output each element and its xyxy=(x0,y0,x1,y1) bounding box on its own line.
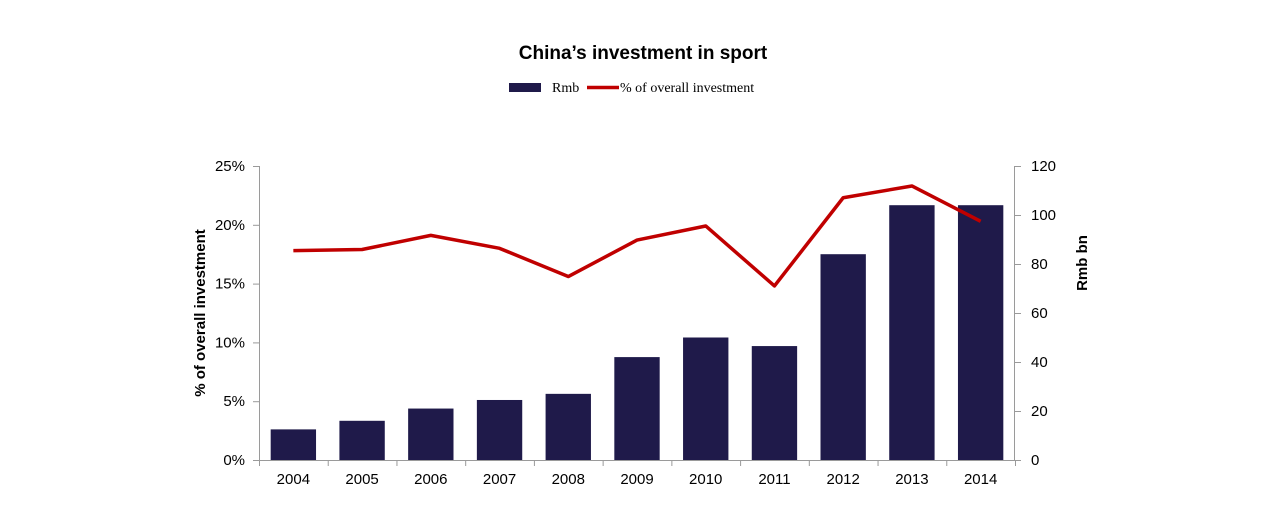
bar-2010 xyxy=(683,337,729,460)
x-tick-label-2014: 2014 xyxy=(964,471,997,488)
legend: Rmb % of overall investment xyxy=(509,81,754,96)
left-tick-label: 15% xyxy=(215,276,245,293)
left-tick-label: 5% xyxy=(223,393,245,410)
right-axis-ticks: 0 20 40 60 80 100 120 xyxy=(1015,158,1056,469)
right-axis-title: Rmb bn xyxy=(1074,235,1091,291)
x-tick-label-2004: 2004 xyxy=(277,471,310,488)
bar-2012 xyxy=(820,254,866,460)
bar-2011 xyxy=(751,346,798,460)
left-tick-label: 25% xyxy=(215,158,245,175)
x-tick-label-2010: 2010 xyxy=(689,471,722,488)
axes xyxy=(259,166,1015,461)
bar-2007 xyxy=(476,399,523,460)
x-axis-ticks: 2004 2005 2006 2007 2008 2009 2010 2011 2012 2013… xyxy=(259,460,1016,488)
bar-2006 xyxy=(408,408,454,460)
x-tick-label-2009: 2009 xyxy=(620,471,653,488)
right-tick-label: 60 xyxy=(1031,305,1048,322)
x-tick-label-2012: 2012 xyxy=(826,471,859,488)
bar-2008 xyxy=(545,393,591,460)
bar-series-rmb xyxy=(270,205,1004,461)
x-tick-label-2008: 2008 xyxy=(552,471,585,488)
right-tick-label: 0 xyxy=(1031,452,1039,469)
left-tick-label: 0% xyxy=(223,452,245,469)
right-tick-label: 40 xyxy=(1031,354,1048,371)
bar-2005 xyxy=(339,420,385,460)
x-tick-label-2006: 2006 xyxy=(414,471,447,488)
bar-2013 xyxy=(889,205,935,460)
x-tick-label-2011: 2011 xyxy=(758,471,790,488)
x-tick-label-2013: 2013 xyxy=(895,471,928,488)
line-percent xyxy=(293,184,982,288)
left-tick-label: 20% xyxy=(215,217,245,234)
right-tick-label: 120 xyxy=(1031,158,1056,175)
legend-swatch-rmb xyxy=(509,83,541,92)
left-axis-ticks: 0% 5% 10% 15% 20% 25% xyxy=(215,158,259,469)
left-axis-title: % of overall investment xyxy=(192,229,209,397)
right-tick-label: 20 xyxy=(1031,403,1048,420)
chart-title: China’s investment in sport xyxy=(519,43,768,64)
x-tick-label-2005: 2005 xyxy=(345,471,378,488)
line-series-percent xyxy=(293,184,982,288)
bar-2004 xyxy=(270,429,317,461)
right-tick-label: 100 xyxy=(1031,207,1056,224)
legend-label-rmb: Rmb xyxy=(552,81,579,96)
legend-label-percent: % of overall investment xyxy=(620,81,754,96)
bar-2009 xyxy=(614,357,660,460)
bar-2014 xyxy=(957,205,1004,460)
x-tick-label-2007: 2007 xyxy=(483,471,516,488)
left-tick-label: 10% xyxy=(215,334,245,351)
right-tick-label: 80 xyxy=(1031,256,1048,273)
